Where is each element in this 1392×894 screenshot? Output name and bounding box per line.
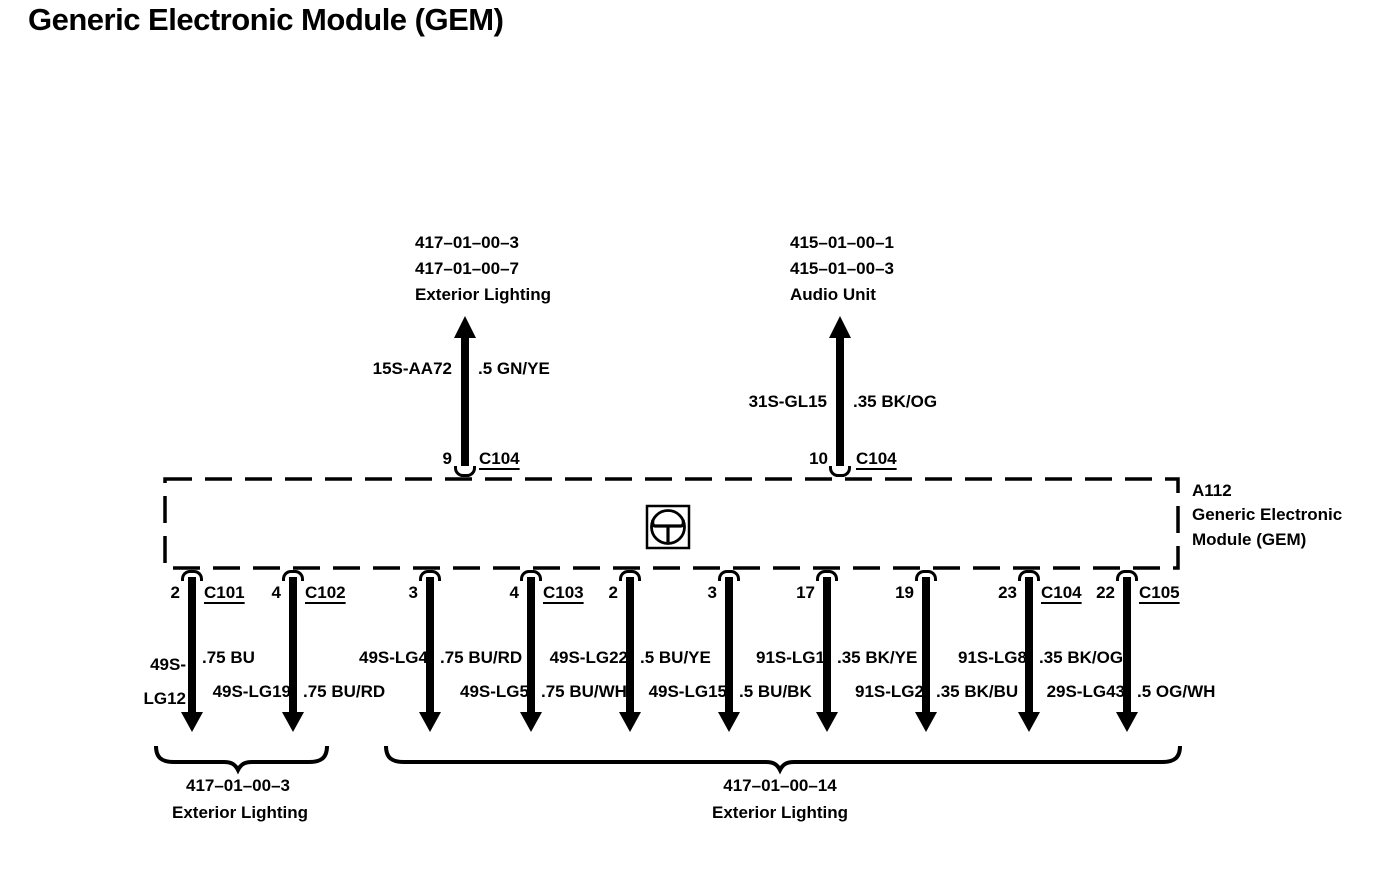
bottom8-pin: 19 xyxy=(895,583,914,602)
bottom9-pin: 23 xyxy=(998,583,1017,602)
wire-top1 xyxy=(461,336,469,477)
group1-ref: 417–01–00–3 xyxy=(185,776,291,795)
bottom3-circuit: 49S-LG4 xyxy=(359,648,428,667)
bottom5-pin: 2 xyxy=(608,583,618,602)
bottom7-wire-spec: .35 BK/YE xyxy=(837,648,918,667)
bottom1-pin: 2 xyxy=(170,583,180,602)
wire-bottom1 xyxy=(188,577,196,714)
bottom4-connector: C103 xyxy=(543,583,584,602)
wire-bottom4 xyxy=(527,577,535,714)
top1-ref1: 417–01–00–3 xyxy=(415,233,520,252)
arrow-down-icon xyxy=(1018,712,1040,732)
bottom9-wire-spec: .35 BK/OG xyxy=(1039,648,1124,667)
wire-top2 xyxy=(836,336,844,477)
connector-clip-icon xyxy=(181,570,203,581)
bottom4-circuit: 49S-LG5 xyxy=(460,682,529,701)
wire-bottom9 xyxy=(1025,577,1033,714)
bottom3-pin: 3 xyxy=(408,583,418,602)
bottom9-circuit: 91S-LG8 xyxy=(958,648,1027,667)
bottom5-wire-spec: .5 BU/YE xyxy=(640,648,711,667)
bottom4-wire-spec: .75 BU/WH xyxy=(541,682,627,701)
bottom10-pin: 22 xyxy=(1096,583,1115,602)
wire-bottom6 xyxy=(725,577,733,714)
connector-clip-icon xyxy=(829,466,851,477)
arrow-down-icon xyxy=(282,712,304,732)
module-dashed-box xyxy=(163,477,1180,570)
arrow-down-icon xyxy=(816,712,838,732)
arrow-down-icon xyxy=(520,712,542,732)
group1-destination: Exterior Lighting xyxy=(172,803,308,822)
arrow-up-icon xyxy=(829,316,851,338)
top2-connector: C104 xyxy=(856,449,897,468)
arrow-down-icon xyxy=(915,712,937,732)
top1-pin: 9 xyxy=(442,449,452,468)
connector-clip-icon xyxy=(1116,570,1138,581)
bottom6-pin: 3 xyxy=(707,583,717,602)
connector-clip-icon xyxy=(1018,570,1040,581)
arrow-up-icon xyxy=(454,316,476,338)
connector-clip-icon xyxy=(282,570,304,581)
top2-ref1: 415–01–00–1 xyxy=(790,233,895,252)
bottom2-circuit: 49S-LG19 xyxy=(212,682,291,701)
top2-circuit: 31S-GL15 xyxy=(748,392,827,411)
bottom1-wire-spec: .75 BU xyxy=(202,648,255,667)
top1-circuit: 15S-AA72 xyxy=(372,359,452,378)
bottom5-circuit: 49S-LG22 xyxy=(549,648,628,667)
bottom2-connector: C102 xyxy=(305,583,346,602)
arrow-down-icon xyxy=(619,712,641,732)
bottom2-wire-spec: .75 BU/RD xyxy=(303,682,386,701)
top2-ref2: 415–01–00–3 xyxy=(790,259,895,278)
top1-destination: Exterior Lighting xyxy=(415,285,551,304)
connector-clip-icon xyxy=(419,570,441,581)
top2-destination: Audio Unit xyxy=(790,285,876,304)
wire-bottom2 xyxy=(289,577,297,714)
bottom10-wire-spec: .5 OG/WH xyxy=(1137,682,1216,701)
bottom10-connector: C105 xyxy=(1139,583,1180,602)
top2-wire-spec: .35 BK/OG xyxy=(853,392,938,411)
page-title: Generic Electronic Module (GEM) xyxy=(28,2,504,37)
bottom8-wire-spec: .35 BK/BU xyxy=(936,682,1019,701)
bottom7-pin: 17 xyxy=(796,583,815,602)
bottom6-wire-spec: .5 BU/BK xyxy=(739,682,812,701)
bottom9-connector: C104 xyxy=(1041,583,1082,602)
bottom10-circuit: 29S-LG43 xyxy=(1046,682,1125,701)
top2-pin: 10 xyxy=(809,449,828,468)
bottom3-wire-spec: .75 BU/RD xyxy=(440,648,523,667)
top1-wire-spec: .5 GN/YE xyxy=(478,359,550,378)
module-name-line2: Module (GEM) xyxy=(1192,530,1307,549)
arrow-down-icon xyxy=(419,712,441,732)
gem-module-icon xyxy=(645,504,691,550)
connector-clip-icon xyxy=(718,570,740,581)
bottom6-circuit: 49S-LG15 xyxy=(648,682,727,701)
bottom1-connector: C101 xyxy=(204,583,245,602)
wire-bottom7 xyxy=(823,577,831,714)
group-braces xyxy=(154,745,1182,775)
connector-clip-icon xyxy=(520,570,542,581)
wire-bottom5 xyxy=(626,577,634,714)
bottom8-circuit: 91S-LG2 xyxy=(855,682,924,701)
top1-connector: C104 xyxy=(479,449,520,468)
arrow-down-icon xyxy=(181,712,203,732)
arrow-down-icon xyxy=(1116,712,1138,732)
connector-clip-icon xyxy=(816,570,838,581)
top1-ref2: 417–01–00–7 xyxy=(415,259,520,278)
bottom1-circuit: 49S-LG12 xyxy=(143,655,186,708)
brace-right xyxy=(384,745,1182,775)
connector-clip-icon xyxy=(619,570,641,581)
brace-left xyxy=(154,745,329,775)
group2-destination: Exterior Lighting xyxy=(712,803,848,822)
bottom4-pin: 4 xyxy=(509,583,519,602)
group2-ref: 417–01–00–14 xyxy=(723,776,837,795)
arrow-down-icon xyxy=(718,712,740,732)
wire-bottom10 xyxy=(1123,577,1131,714)
module-name-line1: Generic Electronic xyxy=(1192,505,1343,524)
bottom7-circuit: 91S-LG1 xyxy=(756,648,825,667)
connector-clip-icon xyxy=(915,570,937,581)
module-code: A112 xyxy=(1192,481,1232,500)
wire-bottom8 xyxy=(922,577,930,714)
bottom2-pin: 4 xyxy=(271,583,281,602)
wire-bottom3 xyxy=(426,577,434,714)
connector-clip-icon xyxy=(454,466,476,477)
